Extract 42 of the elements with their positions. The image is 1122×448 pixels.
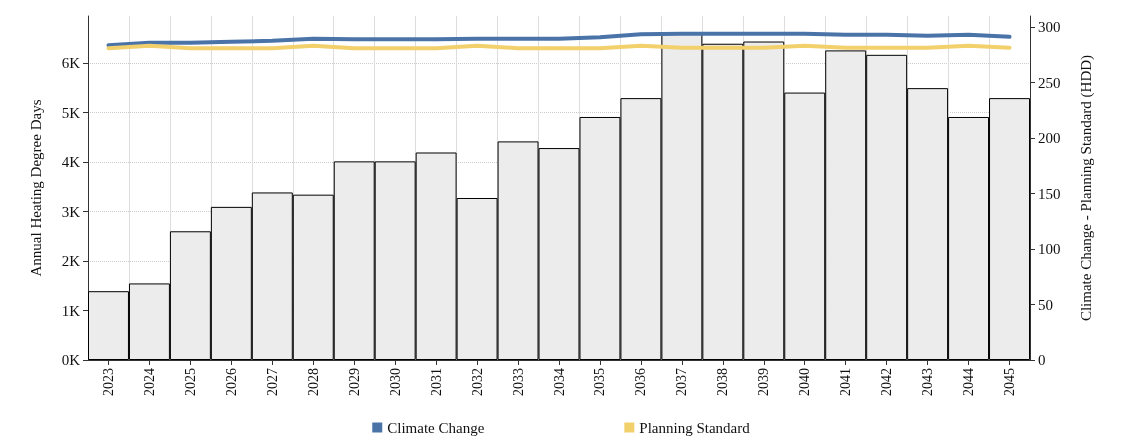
y2-tick-label: 100: [1038, 241, 1061, 258]
x-tick-label: 2036: [633, 368, 649, 396]
x-tick-label: 2035: [592, 368, 608, 396]
y2-tick-label: 200: [1038, 130, 1061, 147]
x-tick-label: 2042: [879, 368, 895, 396]
x-tick-label: 2030: [387, 368, 403, 396]
y2-tick-label: 150: [1038, 185, 1061, 202]
y-tick-label: 0K: [61, 352, 81, 368]
x-tick-label: 2043: [920, 368, 936, 396]
y-tick-label: 3K: [61, 203, 81, 220]
y-axis-title: Annual Heating Degree Days: [27, 99, 44, 277]
x-tick-label: 2028: [305, 368, 321, 396]
x-tick-label: 2029: [346, 368, 362, 396]
x-tick-label: 2034: [551, 368, 567, 396]
y2-axis-title: Climate Change - Planning Standard (HDD): [1077, 54, 1095, 322]
x-tick-label: 2038: [715, 368, 731, 396]
x-tick-label: 2039: [756, 368, 772, 396]
x-tick-label: 2041: [838, 368, 854, 396]
y2-tick-label: 0: [1038, 352, 1046, 368]
y2-tick-label: 50: [1038, 296, 1053, 313]
x-tick-label: 2027: [264, 368, 280, 396]
legend-label: Planning Standard: [639, 419, 751, 436]
y-tick-label: 5K: [61, 104, 81, 121]
x-tick-label: 2032: [469, 368, 485, 396]
x-tick-label: 2037: [674, 368, 690, 396]
y-tick-label: 6K: [61, 55, 81, 72]
y2-tick-label: 300: [1038, 19, 1061, 36]
x-tick-label: 2023: [100, 368, 116, 396]
legend-label: Climate Change: [387, 419, 485, 436]
y-tick-label: 4K: [61, 154, 81, 171]
y2-tick-label: 250: [1038, 74, 1061, 91]
x-tick-label: 2031: [428, 368, 444, 396]
line-series: [106, 31, 1012, 48]
x-tick-label: 2044: [961, 368, 977, 396]
x-tick-label: 2024: [141, 368, 157, 396]
x-tick-label: 2045: [1002, 368, 1018, 396]
x-tick-label: 2040: [797, 368, 813, 396]
y-tick-label: 1K: [61, 302, 81, 319]
y-tick-label: 2K: [61, 253, 81, 270]
x-tick-label: 2026: [223, 368, 239, 396]
x-tick-label: 2033: [510, 368, 526, 396]
x-tick-label: 2025: [182, 368, 198, 396]
